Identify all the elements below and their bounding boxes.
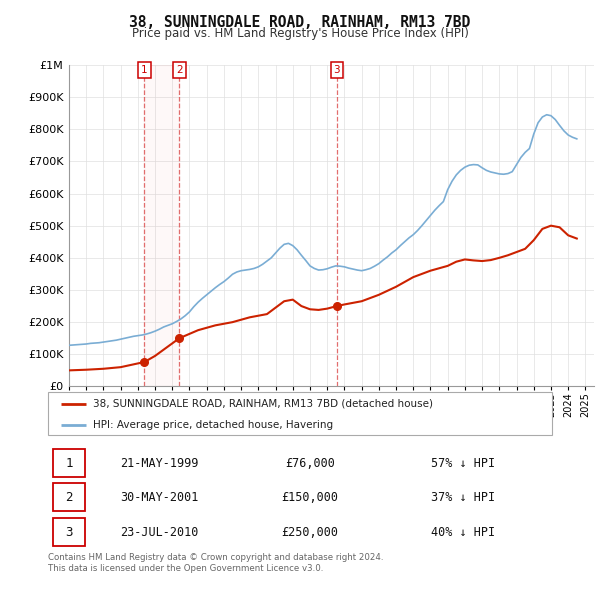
- FancyBboxPatch shape: [48, 392, 552, 435]
- Text: 1: 1: [65, 457, 73, 470]
- Text: 21-MAY-1999: 21-MAY-1999: [119, 457, 198, 470]
- FancyBboxPatch shape: [53, 519, 85, 546]
- Text: 38, SUNNINGDALE ROAD, RAINHAM, RM13 7BD (detached house): 38, SUNNINGDALE ROAD, RAINHAM, RM13 7BD …: [94, 399, 433, 409]
- FancyBboxPatch shape: [53, 449, 85, 477]
- Text: HPI: Average price, detached house, Havering: HPI: Average price, detached house, Have…: [94, 419, 334, 430]
- Text: 38, SUNNINGDALE ROAD, RAINHAM, RM13 7BD: 38, SUNNINGDALE ROAD, RAINHAM, RM13 7BD: [130, 15, 470, 30]
- Text: 3: 3: [334, 65, 340, 75]
- Text: 40% ↓ HPI: 40% ↓ HPI: [431, 526, 495, 539]
- Text: 30-MAY-2001: 30-MAY-2001: [119, 491, 198, 504]
- Text: 2: 2: [176, 65, 182, 75]
- Text: This data is licensed under the Open Government Licence v3.0.: This data is licensed under the Open Gov…: [48, 564, 323, 573]
- Text: 2: 2: [65, 491, 73, 504]
- Text: 57% ↓ HPI: 57% ↓ HPI: [431, 457, 495, 470]
- Text: 37% ↓ HPI: 37% ↓ HPI: [431, 491, 495, 504]
- Text: 23-JUL-2010: 23-JUL-2010: [119, 526, 198, 539]
- Text: £150,000: £150,000: [281, 491, 338, 504]
- Bar: [145, 65, 179, 386]
- Text: Price paid vs. HM Land Registry's House Price Index (HPI): Price paid vs. HM Land Registry's House …: [131, 27, 469, 40]
- Text: £250,000: £250,000: [281, 526, 338, 539]
- Text: Contains HM Land Registry data © Crown copyright and database right 2024.: Contains HM Land Registry data © Crown c…: [48, 553, 383, 562]
- FancyBboxPatch shape: [53, 483, 85, 511]
- Text: 1: 1: [141, 65, 148, 75]
- Text: £76,000: £76,000: [285, 457, 335, 470]
- Text: 3: 3: [65, 526, 73, 539]
